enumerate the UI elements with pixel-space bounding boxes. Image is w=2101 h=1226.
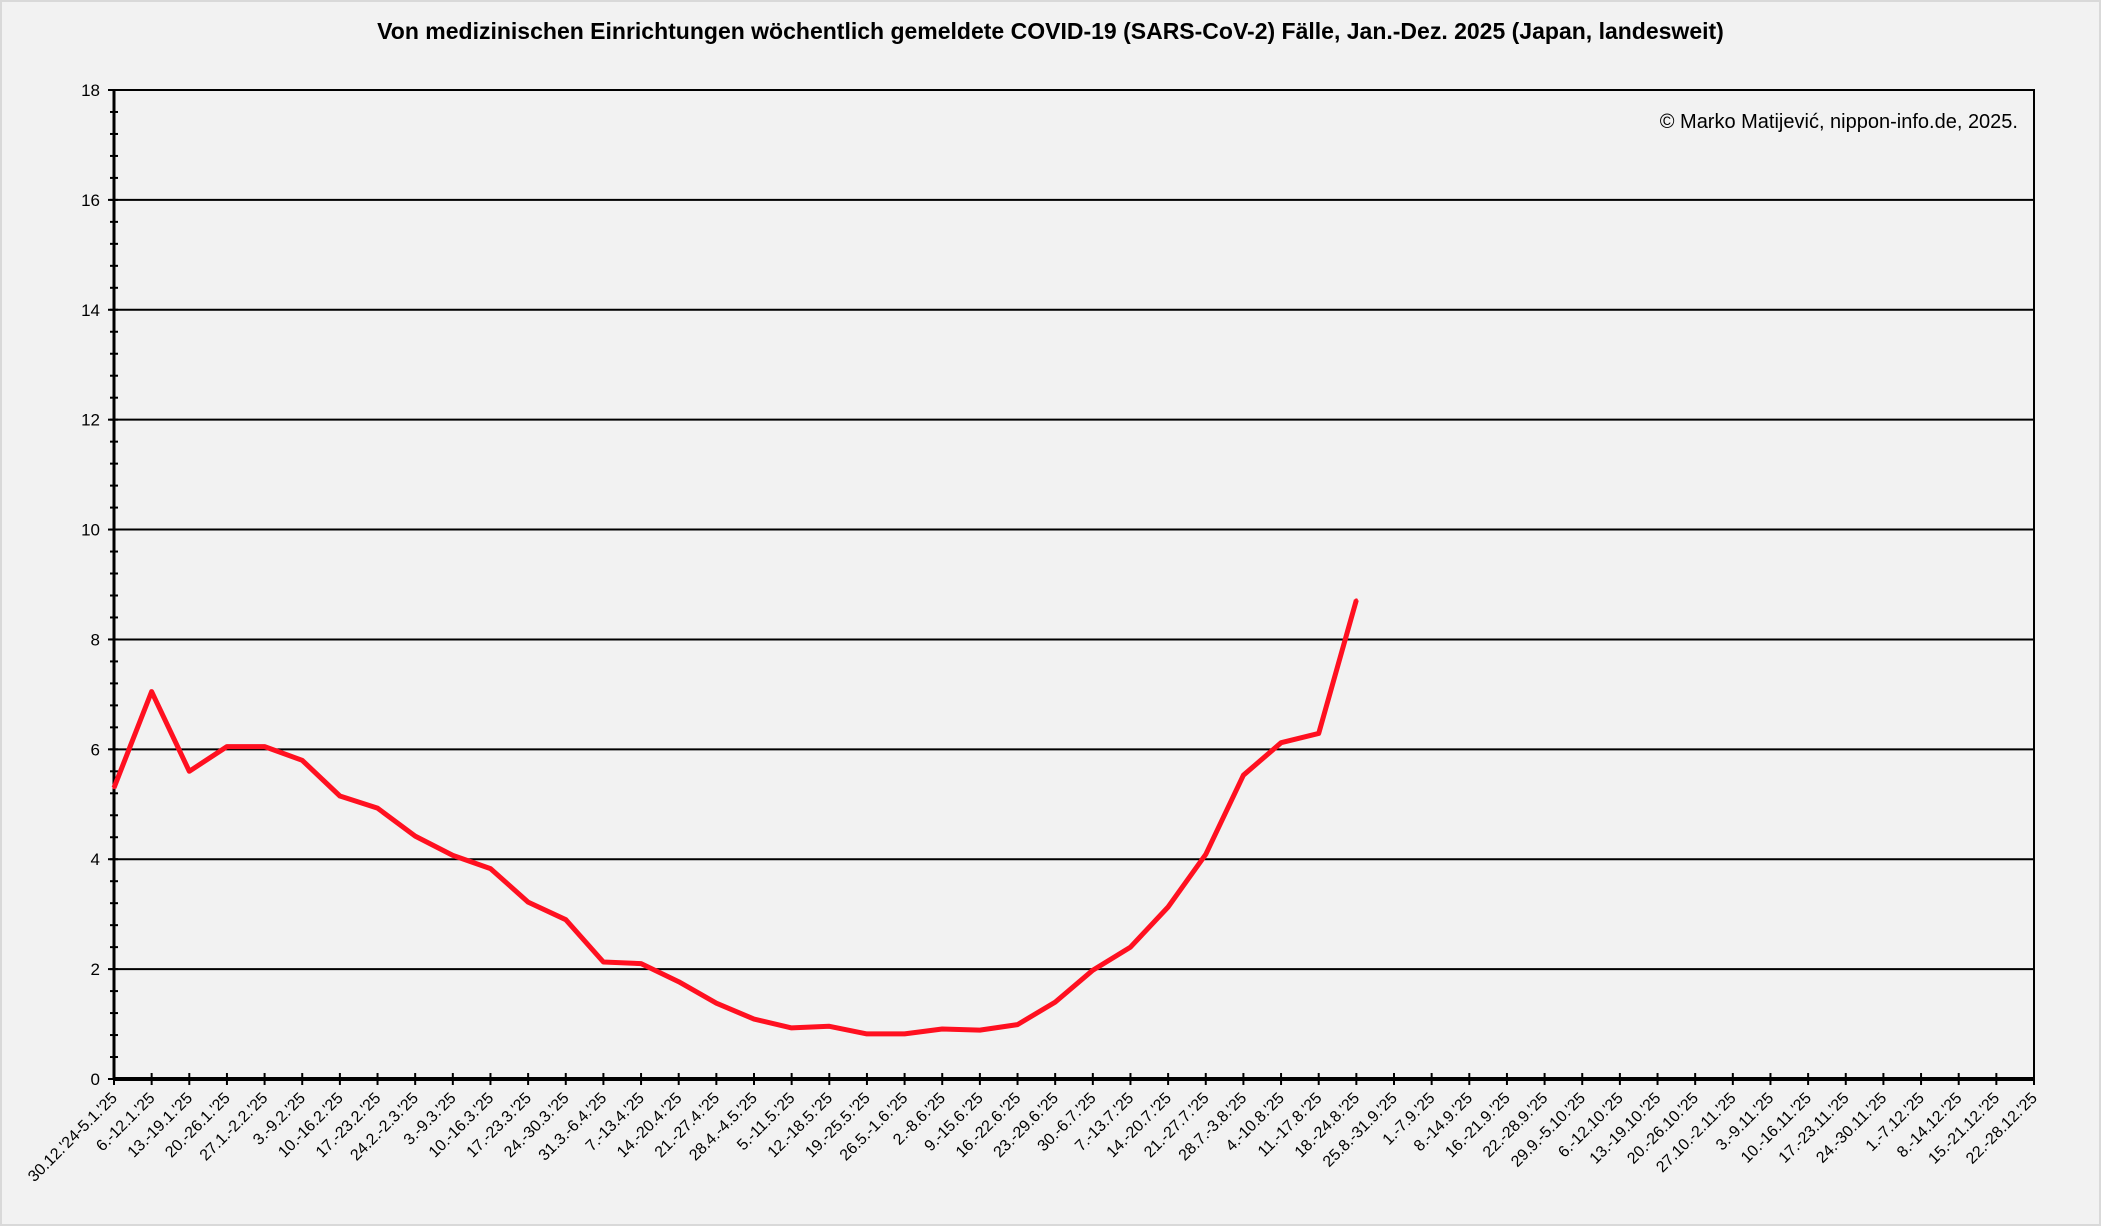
data-point: [150, 690, 154, 694]
data-point: [790, 1026, 794, 1030]
copyright-annotation: © Marko Matijević, nippon-info.de, 2025.: [1660, 111, 2018, 133]
data-point: [451, 853, 455, 857]
data-point: [338, 794, 342, 798]
data-point: [488, 867, 492, 871]
data-point: [714, 1001, 718, 1005]
data-point: [413, 834, 417, 838]
y-tick-label: 14: [81, 301, 100, 320]
data-point: [376, 806, 380, 810]
series: [111, 598, 1359, 1037]
data-point: [978, 1028, 982, 1032]
data-point: [1204, 852, 1208, 856]
y-tick-label: 4: [91, 850, 100, 869]
data-point: [263, 745, 267, 749]
gridlines: [113, 89, 2035, 1080]
data-point: [1166, 905, 1170, 909]
data-point: [827, 1024, 831, 1028]
data-point: [300, 758, 304, 762]
plot-border: [113, 89, 2035, 1080]
data-point: [677, 980, 681, 984]
data-point: [187, 769, 191, 773]
data-point: [903, 1032, 907, 1036]
data-point: [1053, 1000, 1057, 1004]
data-point: [1317, 731, 1321, 735]
data-point: [1241, 773, 1245, 777]
y-tick-label: 6: [91, 740, 100, 759]
data-point: [1354, 598, 1358, 602]
y-tick-label: 18: [81, 81, 100, 100]
series-line: [111, 599, 1359, 1037]
chart-title: Von medizinischen Einrichtungen wöchentl…: [377, 18, 1724, 44]
y-axis: 0 2 4 6 8 10 12 14 16 18: [81, 81, 118, 1089]
data-point: [1128, 945, 1132, 949]
data-point: [112, 786, 116, 790]
data-point: [225, 745, 229, 749]
data-point: [940, 1027, 944, 1031]
data-point: [526, 900, 530, 904]
y-tick-label: 2: [91, 960, 100, 979]
y-tick-label: 8: [91, 630, 100, 649]
y-tick-label: 0: [91, 1070, 100, 1089]
data-point: [1091, 968, 1095, 972]
y-tick-label: 10: [81, 521, 100, 540]
data-point: [1016, 1023, 1020, 1027]
x-axis: 30.12.'24-5.1.'256.-12.1.'2513.-19.1.'25…: [25, 1073, 2041, 1185]
y-tick-label: 16: [81, 191, 100, 210]
data-point: [639, 962, 643, 966]
data-point: [752, 1017, 756, 1021]
y-tick-label: 12: [81, 411, 100, 430]
data-point: [601, 960, 605, 964]
data-point: [564, 918, 568, 922]
data-point: [865, 1032, 869, 1036]
data-point: [1279, 741, 1283, 745]
